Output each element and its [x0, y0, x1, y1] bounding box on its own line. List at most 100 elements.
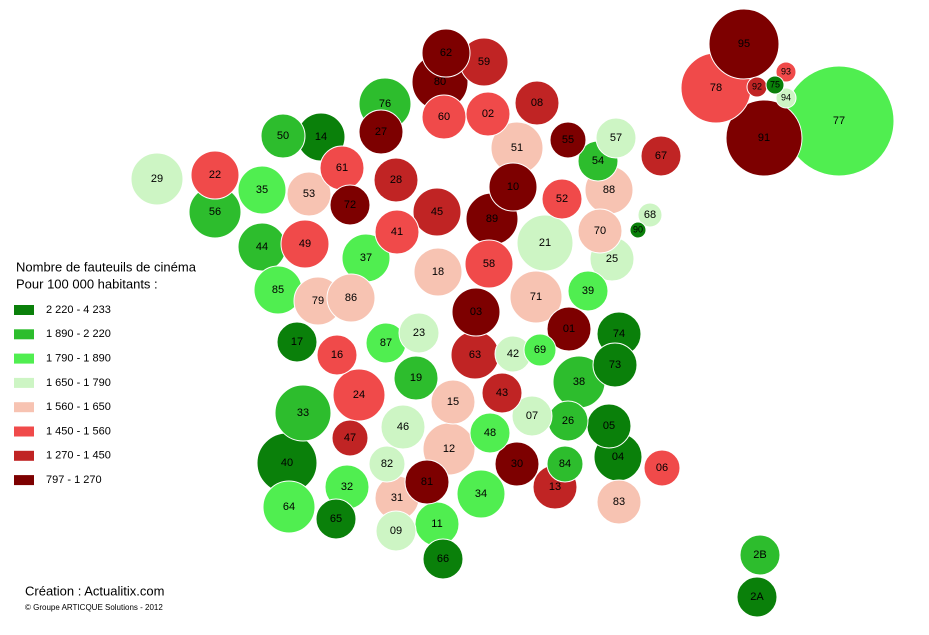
department-label: 21	[539, 237, 551, 249]
department-label: 52	[556, 193, 568, 205]
department	[326, 273, 376, 323]
department-label: 05	[603, 420, 615, 432]
department-label: 83	[613, 496, 625, 508]
department	[595, 117, 637, 159]
department-label: 92	[752, 81, 762, 91]
department	[393, 355, 439, 401]
department-label: 53	[303, 188, 315, 200]
department	[422, 538, 464, 580]
department-label: 31	[391, 492, 403, 504]
department	[514, 80, 560, 126]
department-label: 03	[470, 306, 482, 318]
legend-label: 1 890 - 2 220	[46, 328, 111, 340]
department-label: 40	[281, 457, 293, 469]
department-label: 47	[344, 432, 356, 444]
department-label: 2A	[750, 591, 764, 603]
department	[280, 219, 330, 269]
department	[775, 61, 797, 83]
department-label: 14	[315, 131, 327, 143]
department-label: 42	[507, 348, 519, 360]
legend-swatch	[14, 450, 34, 461]
department	[456, 469, 506, 519]
department-label: 04	[612, 451, 624, 463]
department-label: 58	[483, 258, 495, 270]
department-label: 88	[603, 184, 615, 196]
department	[637, 202, 663, 228]
department	[286, 171, 332, 217]
department-label: 37	[360, 252, 372, 264]
department	[546, 445, 584, 483]
department	[592, 342, 638, 388]
department	[511, 395, 553, 437]
department	[465, 91, 511, 137]
department-label: 25	[606, 253, 618, 265]
department	[373, 157, 419, 203]
department-label: 60	[438, 111, 450, 123]
department	[398, 312, 440, 354]
department-label: 82	[381, 458, 393, 470]
department	[421, 28, 471, 78]
department-label: 94	[781, 92, 791, 102]
department-label: 67	[655, 150, 667, 162]
department	[775, 87, 797, 109]
department-label: 78	[710, 82, 722, 94]
department	[329, 184, 371, 226]
department-label: 62	[440, 47, 452, 59]
department-label: 19	[410, 372, 422, 384]
department-label: 11	[431, 518, 442, 530]
credit: Création : Actualitix.com	[25, 583, 164, 598]
department	[516, 214, 574, 272]
department	[509, 270, 563, 324]
department-label: 51	[511, 142, 523, 154]
department	[413, 247, 463, 297]
department-label: 10	[507, 181, 519, 193]
legend-label: 1 650 - 1 790	[46, 377, 111, 389]
department-label: 89	[486, 213, 498, 225]
department	[237, 165, 287, 215]
department-label: 44	[256, 241, 268, 253]
department	[629, 221, 647, 239]
department	[640, 135, 682, 177]
department-label: 85	[272, 284, 284, 296]
department-label: 02	[482, 108, 494, 120]
department-label: 16	[331, 349, 343, 361]
department	[765, 75, 785, 95]
department	[260, 113, 306, 159]
department-label: 91	[758, 132, 770, 144]
department-label: 86	[345, 292, 357, 304]
department-label: 76	[379, 98, 391, 110]
department-label: 79	[312, 295, 324, 307]
department-label: 2B	[753, 549, 766, 561]
legend-title: Nombre de fauteuils de cinéma	[16, 259, 197, 274]
department	[130, 152, 184, 206]
department	[262, 480, 316, 534]
department-label: 87	[380, 337, 392, 349]
copyright: © Groupe ARTICQUE Solutions - 2012	[25, 603, 163, 612]
department-label: 72	[344, 199, 356, 211]
department-label: 63	[469, 349, 481, 361]
department-label: 56	[209, 206, 221, 218]
department-label: 33	[297, 407, 309, 419]
department-label: 74	[613, 328, 625, 340]
department-label: 77	[833, 115, 845, 127]
department-label: 84	[559, 458, 571, 470]
legend-label: 1 790 - 1 890	[46, 353, 111, 365]
department-label: 26	[562, 415, 574, 427]
department-label: 71	[530, 291, 542, 303]
department	[316, 334, 358, 376]
legend-swatch	[14, 426, 34, 437]
department	[541, 178, 583, 220]
department-label: 24	[353, 389, 365, 401]
department	[332, 368, 386, 422]
department	[546, 306, 592, 352]
department-label: 07	[526, 410, 538, 422]
department-label: 70	[594, 225, 606, 237]
legend-swatch	[14, 475, 34, 486]
department	[736, 576, 778, 618]
department-label: 50	[277, 130, 289, 142]
legend-swatch	[14, 329, 34, 340]
department	[549, 121, 587, 159]
department-label: 57	[610, 132, 622, 144]
